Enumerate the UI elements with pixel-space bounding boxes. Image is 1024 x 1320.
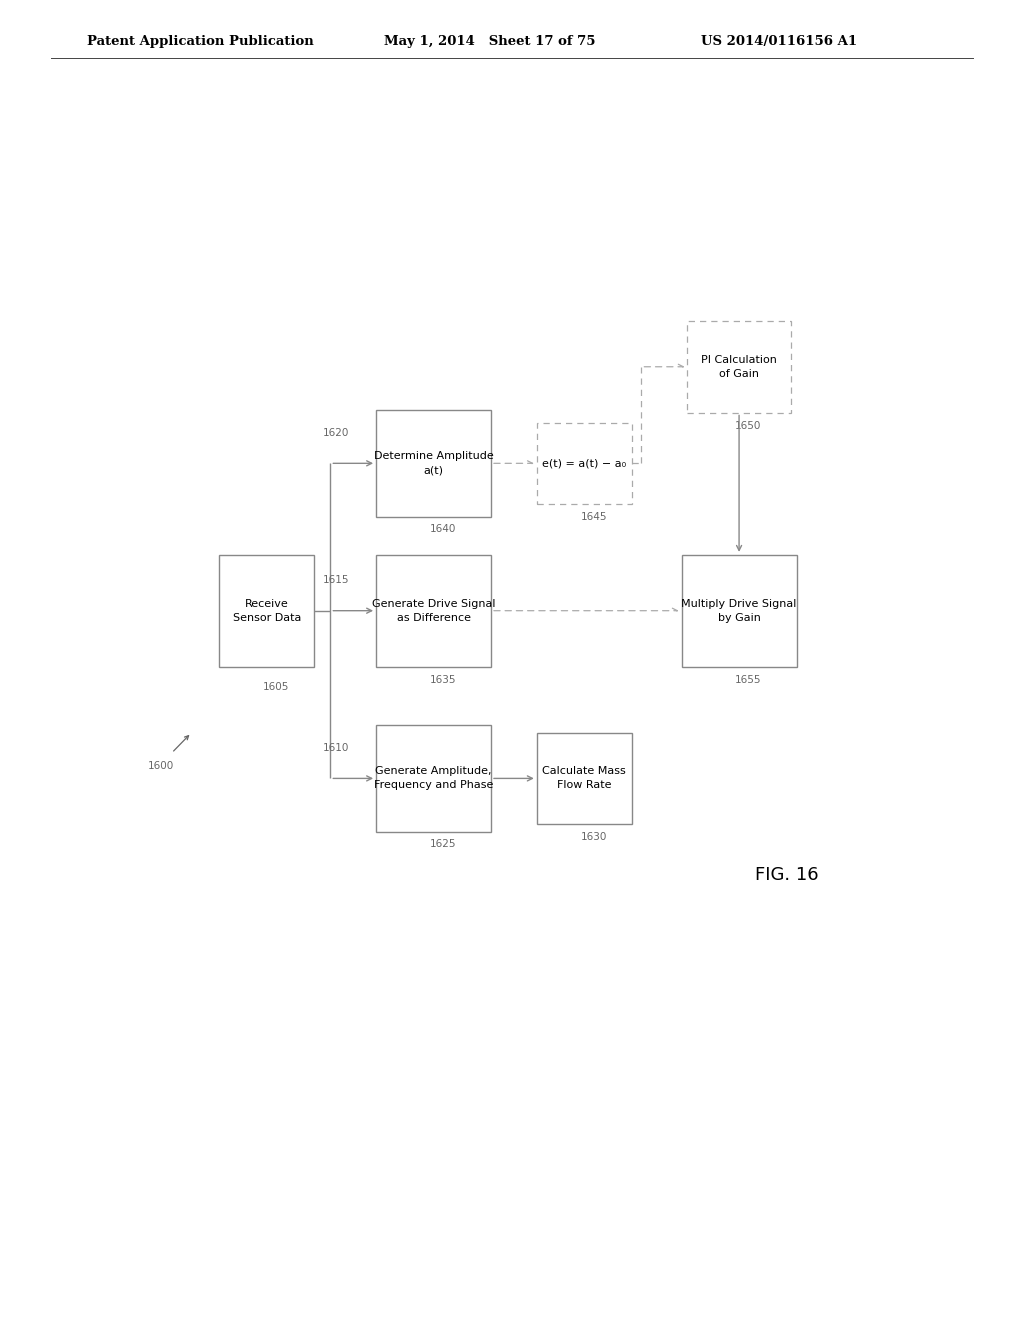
Text: 1635: 1635 <box>430 675 456 685</box>
Text: 1610: 1610 <box>323 743 349 752</box>
Text: 1640: 1640 <box>430 524 456 535</box>
Text: 1625: 1625 <box>430 840 456 850</box>
Bar <box>219 554 314 667</box>
Text: Multiply Drive Signal
by Gain: Multiply Drive Signal by Gain <box>681 599 797 623</box>
Bar <box>537 733 632 824</box>
Text: Patent Application Publication: Patent Application Publication <box>87 34 313 48</box>
Text: 1650: 1650 <box>735 421 762 430</box>
Text: Receive
Sensor Data: Receive Sensor Data <box>232 599 301 623</box>
Text: May 1, 2014   Sheet 17 of 75: May 1, 2014 Sheet 17 of 75 <box>384 34 596 48</box>
Bar <box>376 725 492 832</box>
Text: e(t) = a(t) − a₀: e(t) = a(t) − a₀ <box>543 458 627 469</box>
Text: PI Calculation
of Gain: PI Calculation of Gain <box>701 355 777 379</box>
Text: 1645: 1645 <box>581 512 607 523</box>
Text: 1600: 1600 <box>148 762 174 771</box>
Bar <box>376 411 492 516</box>
Text: 1655: 1655 <box>735 675 762 685</box>
Text: 1620: 1620 <box>323 428 349 438</box>
Bar <box>376 554 492 667</box>
Text: US 2014/0116156 A1: US 2014/0116156 A1 <box>701 34 857 48</box>
Text: Determine Amplitude
a(t): Determine Amplitude a(t) <box>374 451 494 475</box>
Text: 1615: 1615 <box>323 576 349 585</box>
Text: Calculate Mass
Flow Rate: Calculate Mass Flow Rate <box>543 767 627 791</box>
Bar <box>537 422 632 504</box>
Text: FIG. 16: FIG. 16 <box>755 866 818 884</box>
Text: 1630: 1630 <box>581 833 607 842</box>
Bar <box>687 321 791 412</box>
Bar <box>682 554 797 667</box>
Text: Generate Amplitude,
Frequency and Phase: Generate Amplitude, Frequency and Phase <box>374 767 494 791</box>
Text: 1605: 1605 <box>263 682 290 692</box>
Text: Generate Drive Signal
as Difference: Generate Drive Signal as Difference <box>372 599 496 623</box>
